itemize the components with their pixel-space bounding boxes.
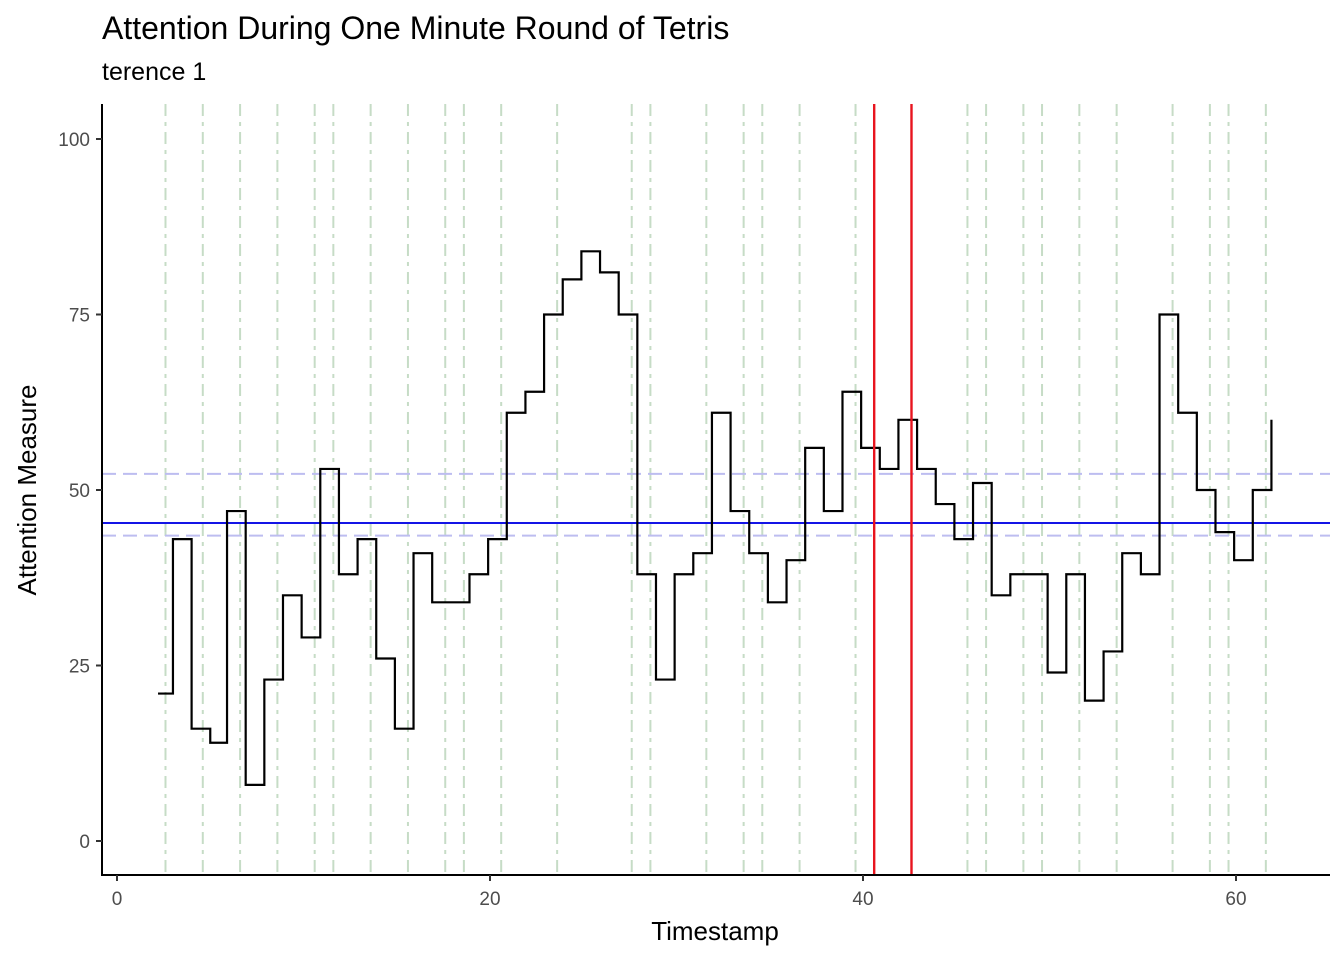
- y-axis-title: Attention Measure: [12, 384, 42, 595]
- marker-line-group: [872, 104, 913, 875]
- y-tick-label-1: 25: [69, 657, 90, 678]
- x-axis-title: Timestamp: [651, 916, 779, 946]
- series-group: [157, 250, 1273, 786]
- chart-title: Attention During One Minute Round of Tet…: [102, 10, 730, 46]
- y-tick-label-3: 75: [69, 306, 90, 327]
- x-tick-label-1: 20: [479, 889, 500, 910]
- y-tick-label-4: 100: [58, 130, 90, 151]
- reference-line-group: [102, 472, 1330, 537]
- x-tick-label-0: 0: [112, 889, 123, 910]
- axes-group: 0 25 50 75 100 0 20 40 60: [58, 104, 1330, 910]
- x-tick-label-2: 40: [852, 889, 873, 910]
- event-line-group: [164, 104, 1267, 875]
- x-tick-label-3: 60: [1225, 889, 1246, 910]
- y-tick-label-2: 50: [69, 481, 90, 502]
- y-tick-label-0: 0: [79, 832, 90, 853]
- chart-subtitle: terence 1: [102, 58, 207, 86]
- series-line-0: [158, 250, 1273, 786]
